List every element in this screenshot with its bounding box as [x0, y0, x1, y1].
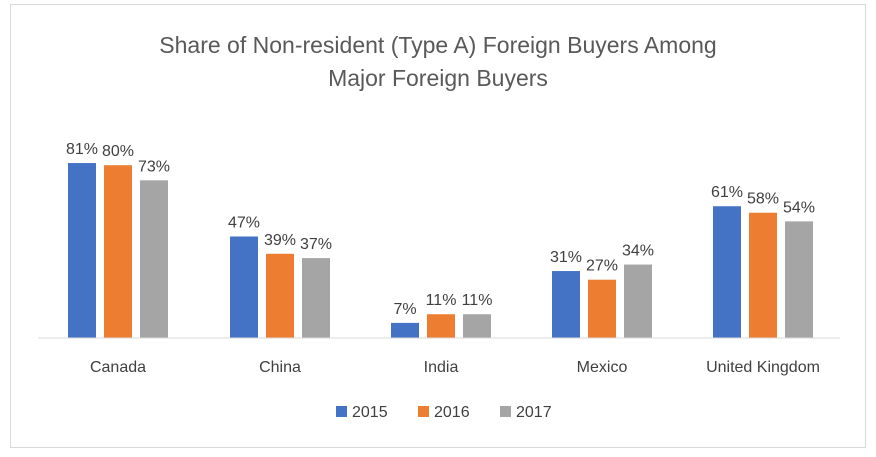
category-label-china: China — [259, 359, 301, 376]
legend-swatch-2015 — [336, 406, 347, 417]
bar-mexico-2017 — [624, 264, 652, 338]
data-label-canada-2017: 73% — [138, 158, 170, 175]
category-label-mexico: Mexico — [577, 359, 628, 376]
legend: 2015 2016 2017 — [336, 404, 552, 421]
bar-united-kingdom-2016 — [749, 212, 777, 338]
bar-china-2015 — [230, 236, 258, 338]
data-label-india-2016: 11% — [426, 292, 457, 309]
bar-china-2017 — [302, 258, 330, 338]
data-label-united-kingdom-2015: 61% — [711, 184, 743, 201]
legend-swatch-2017 — [500, 406, 511, 417]
legend-swatch-2016 — [418, 406, 429, 417]
bar-india-2015 — [391, 322, 419, 338]
category-label-india: India — [424, 359, 459, 376]
chart-title-line-2: Major Foreign Buyers — [328, 65, 548, 91]
bar-mexico-2016 — [588, 279, 616, 338]
bar-mexico-2015 — [552, 271, 580, 338]
legend-label-2015: 2015 — [352, 404, 388, 421]
chart-title-line-1: Share of Non-resident (Type A) Foreign B… — [159, 32, 716, 58]
category-labels-group: Canada China India Mexico United Kingdom — [90, 359, 820, 376]
bar-united-kingdom-2017 — [785, 221, 813, 338]
data-label-mexico-2017: 34% — [622, 243, 654, 260]
data-label-canada-2015: 81% — [66, 141, 98, 158]
data-label-china-2017: 37% — [300, 236, 332, 253]
data-labels-group: 81% 80%73% 47%39% 37% 7% 11% 11% 31%27%34% 61% 58… — [66, 141, 815, 318]
data-label-united-kingdom-2016: 58% — [747, 191, 779, 208]
bar-india-2017 — [463, 314, 491, 338]
category-label-united-kingdom: United Kingdom — [706, 359, 820, 376]
data-label-india-2017: 11% — [462, 292, 493, 309]
legend-label-2017: 2017 — [516, 404, 552, 421]
data-label-canada-2016: 80% — [102, 143, 134, 160]
data-label-china-2016: 39% — [264, 232, 296, 249]
bar-india-2016 — [427, 314, 455, 338]
data-label-india-2015: 7% — [393, 301, 416, 318]
bar-canada-2016 — [104, 165, 132, 338]
data-label-china-2015: 47% — [228, 214, 260, 231]
bars-group — [68, 163, 813, 338]
bar-china-2016 — [266, 253, 294, 338]
legend-label-2016: 2016 — [434, 404, 470, 421]
data-label-mexico-2016: 27% — [586, 258, 618, 275]
bar-canada-2015 — [68, 163, 96, 338]
category-label-canada: Canada — [90, 359, 146, 376]
bar-canada-2017 — [140, 180, 168, 338]
data-label-mexico-2015: 31% — [550, 249, 582, 266]
data-label-united-kingdom-2017: 54% — [783, 199, 815, 216]
bar-united-kingdom-2015 — [713, 206, 741, 338]
